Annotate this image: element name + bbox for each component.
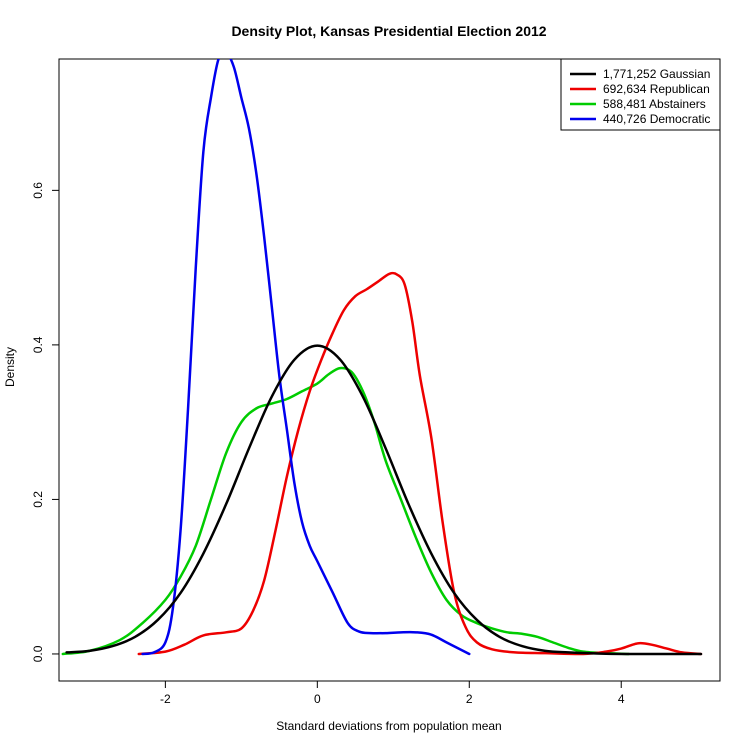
plot-frame	[58, 58, 721, 682]
x-tick-label: -2	[160, 692, 171, 706]
x-axis: -2 0 2 4	[160, 681, 625, 706]
x-tick-label: 4	[618, 692, 625, 706]
series-line-0	[65, 344, 703, 656]
legend-label: 588,481 Abstainers	[603, 97, 706, 111]
x-tick-label: 0	[314, 692, 321, 706]
x-tick-label: 2	[466, 692, 473, 706]
y-tick-label: 0.6	[31, 182, 45, 199]
series-line-3	[141, 59, 471, 656]
chart-title: Density Plot, Kansas Presidential Electi…	[231, 23, 546, 39]
series-line-2	[61, 366, 631, 656]
x-axis-label: Standard deviations from population mean	[276, 719, 501, 733]
y-tick-label: 0.0	[31, 645, 45, 662]
legend-label: 1,771,252 Gaussian	[603, 67, 710, 81]
y-tick-label: 0.4	[31, 336, 45, 353]
legend-label: 692,634 Republican	[603, 82, 710, 96]
series-line-1	[137, 271, 703, 656]
series-layer	[61, 59, 703, 656]
legend-label: 440,726 Democratic	[603, 112, 710, 126]
y-tick-label: 0.2	[31, 491, 45, 508]
y-axis: 0.0 0.2 0.4 0.6	[31, 182, 59, 662]
y-axis-label: Density	[3, 347, 17, 387]
